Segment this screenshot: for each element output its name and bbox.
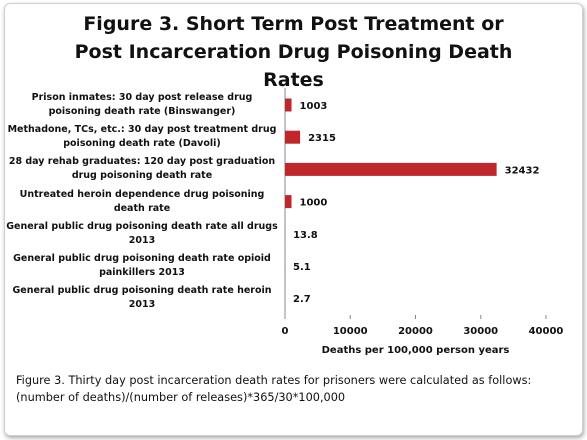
- bar: [285, 130, 301, 144]
- frame: [4, 3, 583, 436]
- bar: [285, 98, 292, 112]
- category-label: General public drug poisoning death rate…: [6, 220, 278, 246]
- x-tick-label: 10000: [333, 326, 368, 337]
- value-label: 1003: [300, 101, 328, 112]
- x-tick-label: 30000: [463, 326, 498, 337]
- category-label: 28 day rehab graduates: 120 day post gra…: [8, 156, 276, 182]
- caption: Figure 3. Thirty day post incarceration …: [16, 374, 532, 404]
- bar: [285, 195, 292, 209]
- category-label: General public drug poisoning death rate…: [12, 285, 272, 311]
- value-label: 2.7: [293, 294, 311, 305]
- value-label: 32432: [505, 165, 540, 176]
- category-label: Methadone, TCs, etc.: 30 day post treatm…: [7, 124, 277, 150]
- value-label: 13.8: [293, 230, 318, 241]
- x-tick-label: 20000: [398, 326, 433, 337]
- x-tick-label: 0: [282, 326, 289, 337]
- category-label: Untreated heroin dependence drug poisoni…: [19, 188, 265, 214]
- value-label: 5.1: [293, 262, 311, 273]
- bar: [285, 162, 497, 176]
- value-label: 2315: [308, 133, 336, 144]
- chart-title: Figure 3. Short Term Post Treatment or P…: [74, 13, 513, 91]
- x-axis-label: Deaths per 100,000 person years: [322, 345, 510, 356]
- category-label: Prison inmates: 30 day post release drug…: [31, 92, 253, 117]
- category-label: General public drug poisoning death rate…: [13, 253, 271, 278]
- value-label: 1000: [300, 198, 328, 209]
- x-tick-label: 40000: [529, 326, 564, 337]
